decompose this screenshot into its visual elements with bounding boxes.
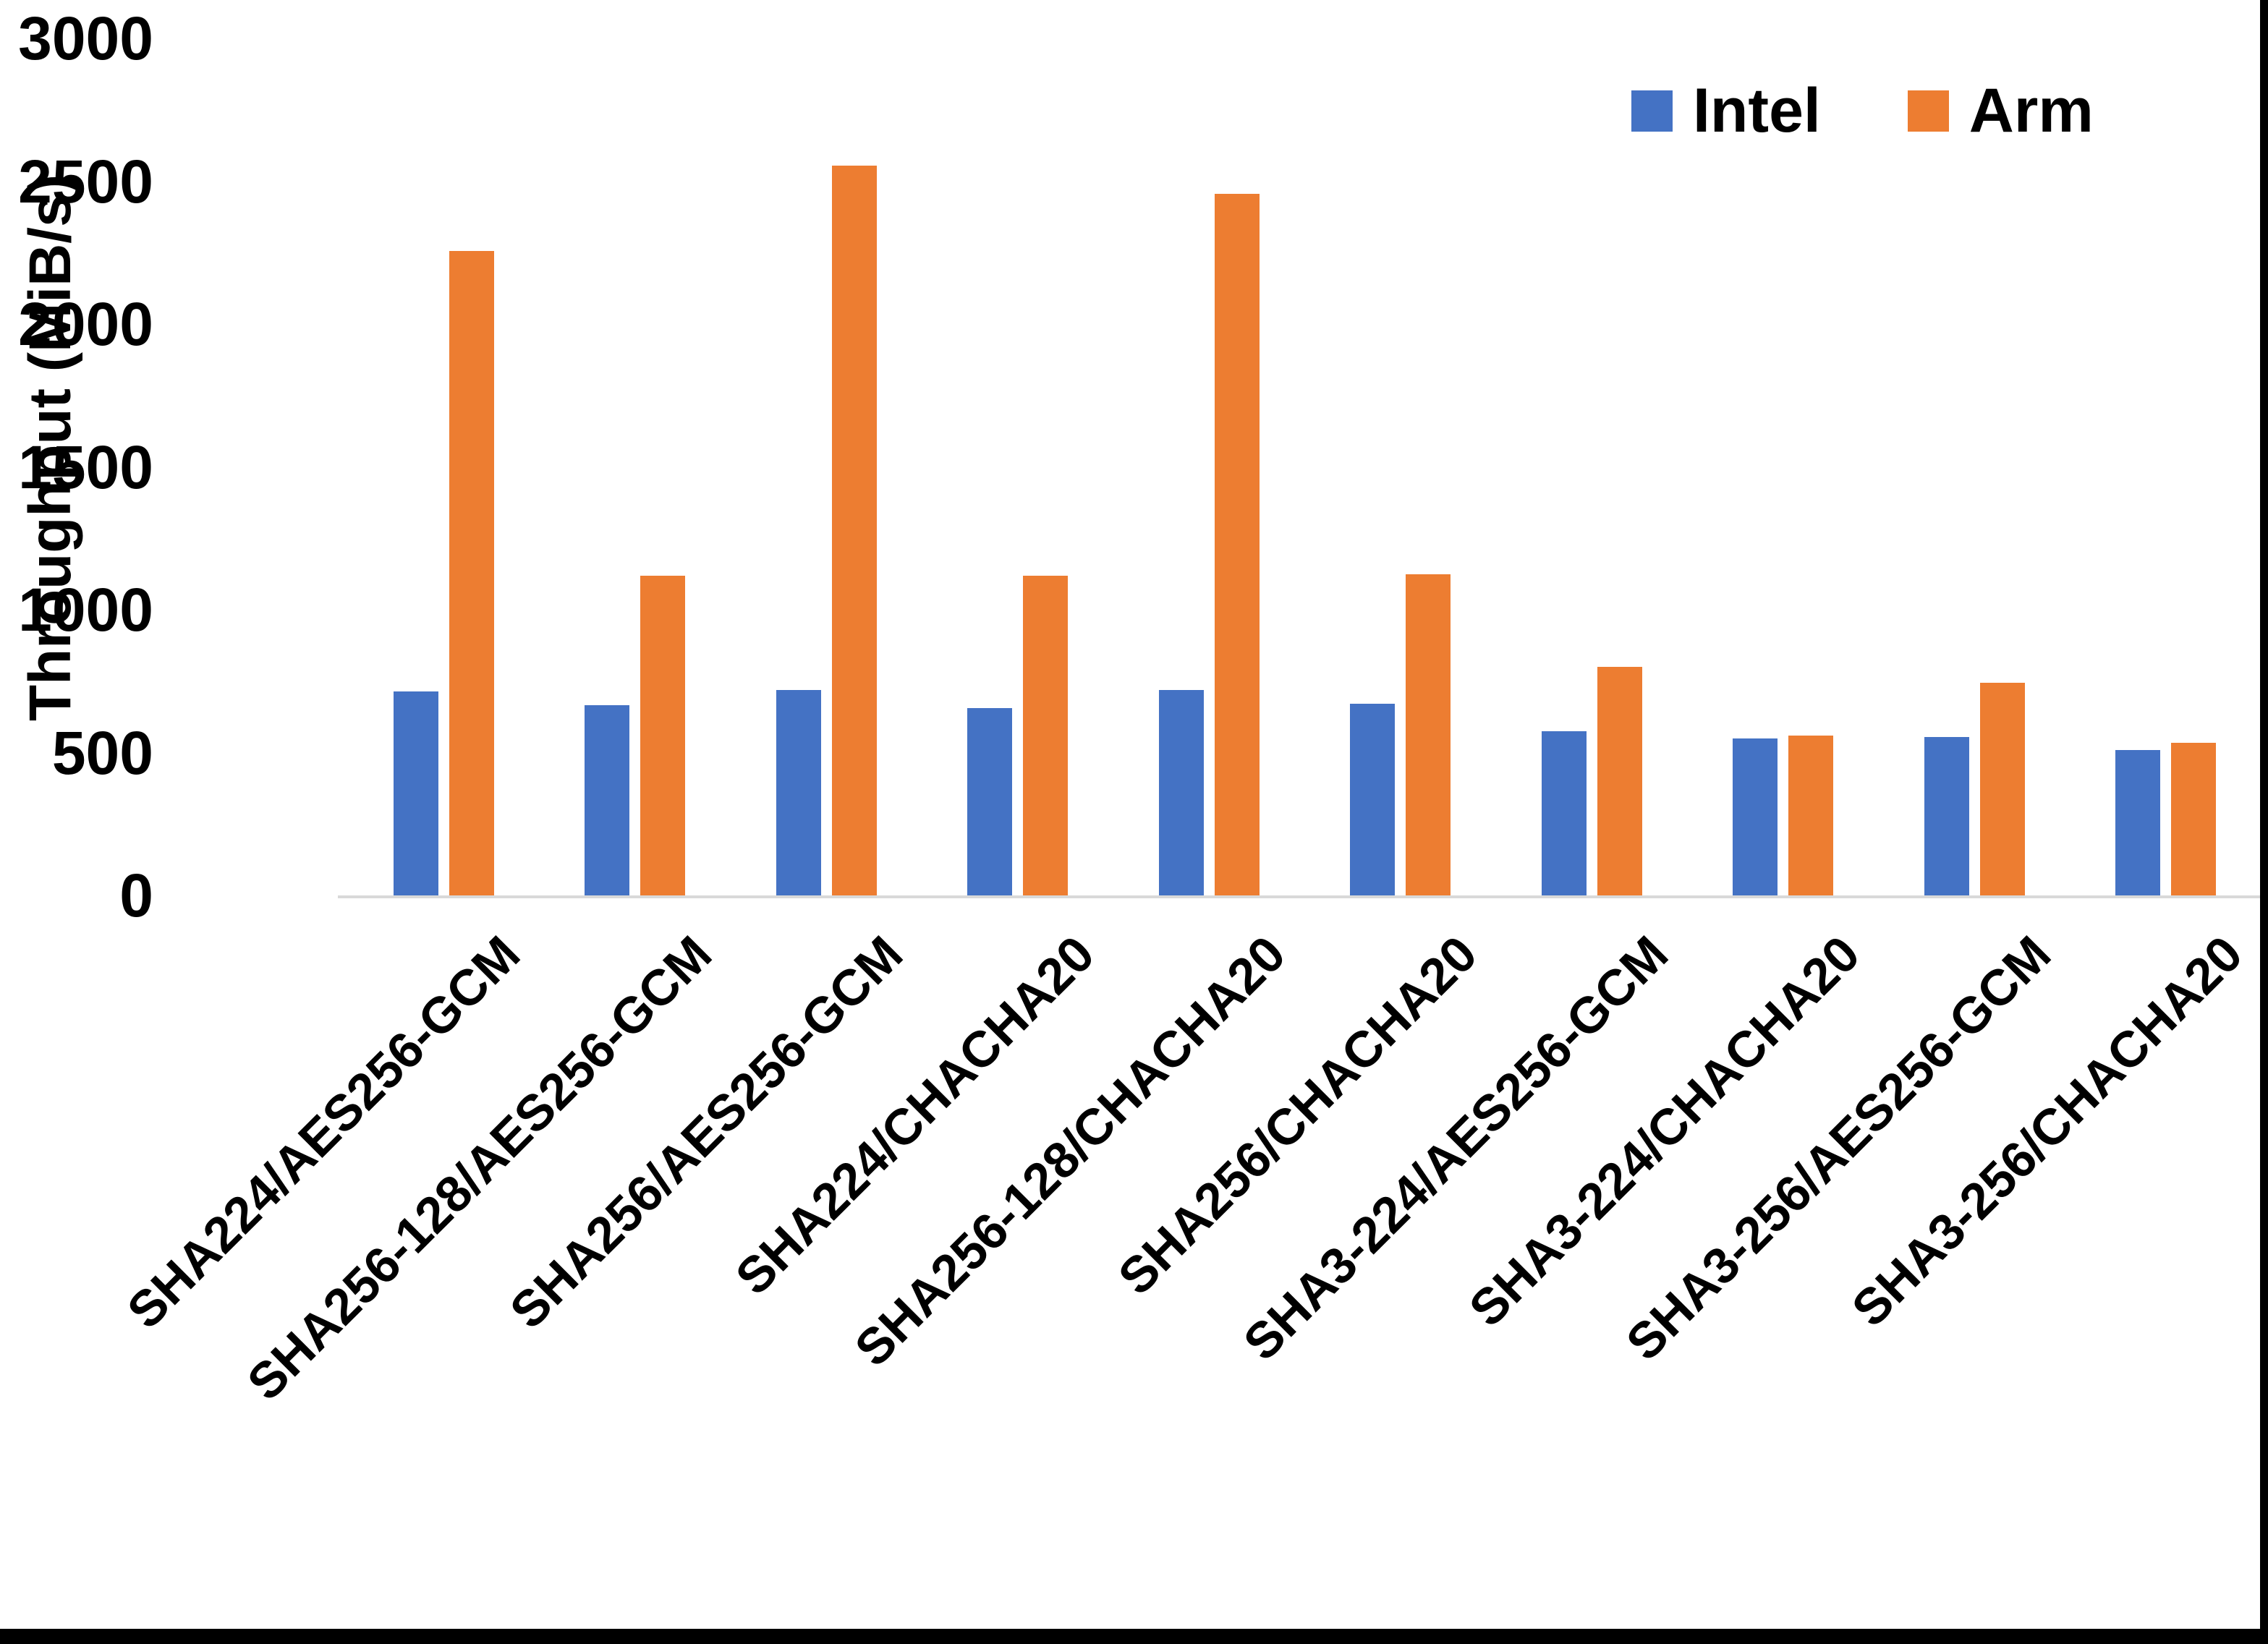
bar-intel-sha3-224/chacha20 <box>1733 738 1778 895</box>
y-tick-label-2500: 2500 <box>18 147 153 216</box>
bar-intel-sha3-256/chacha20 <box>2115 749 2161 895</box>
bar-intel-sha256-128/aes256-gcm <box>585 705 630 895</box>
arm-series-swatch-icon <box>1907 90 1949 132</box>
legend-label-arm: Arm <box>1968 76 2094 145</box>
bar-arm-sha3-256/chacha20 <box>2171 742 2217 895</box>
legend-item-intel: Intel <box>1631 80 1821 142</box>
intel-series-swatch-icon <box>1631 90 1673 132</box>
y-tick-label-2000: 2000 <box>18 290 153 358</box>
figure-border-right <box>2260 0 2268 1644</box>
bar-intel-sha224/chacha20 <box>967 708 1013 895</box>
bar-arm-sha224/aes256-gcm <box>449 251 494 895</box>
y-tick-label-1500: 1500 <box>18 433 153 501</box>
legend: Intel Arm <box>1631 80 2094 142</box>
bar-arm-sha3-224/chacha20 <box>1788 735 1834 895</box>
bar-arm-sha256-128/aes256-gcm <box>640 575 686 895</box>
y-tick-label-500: 500 <box>51 718 153 787</box>
bar-intel-sha224/aes256-gcm <box>393 691 438 895</box>
x-axis-line <box>338 895 2268 898</box>
y-tick-label-1000: 1000 <box>18 576 153 644</box>
bar-arm-sha256/chacha20 <box>1406 574 1451 895</box>
legend-label-intel: Intel <box>1693 76 1821 145</box>
bar-arm-sha224/chacha20 <box>1023 575 1069 895</box>
y-tick-label-3000: 3000 <box>18 4 153 72</box>
bar-intel-sha256-128/chacha20 <box>1158 689 1204 895</box>
bar-arm-sha256/aes256-gcm <box>831 165 877 895</box>
bar-arm-sha256-128/chacha20 <box>1214 194 1260 895</box>
y-tick-label-0: 0 <box>119 861 153 929</box>
bar-arm-sha3-224/aes256-gcm <box>1597 667 1642 895</box>
legend-item-arm: Arm <box>1907 76 2094 145</box>
bar-intel-sha3-224/aes256-gcm <box>1541 731 1587 895</box>
figure-border-bottom <box>0 1629 2268 1644</box>
bar-intel-sha256/chacha20 <box>1350 704 1396 895</box>
bar-intel-sha3-256/aes256-gcm <box>1924 736 1969 895</box>
bar-intel-sha256/aes256-gcm <box>776 689 821 895</box>
bar-arm-sha3-256/aes256-gcm <box>1979 682 2025 895</box>
